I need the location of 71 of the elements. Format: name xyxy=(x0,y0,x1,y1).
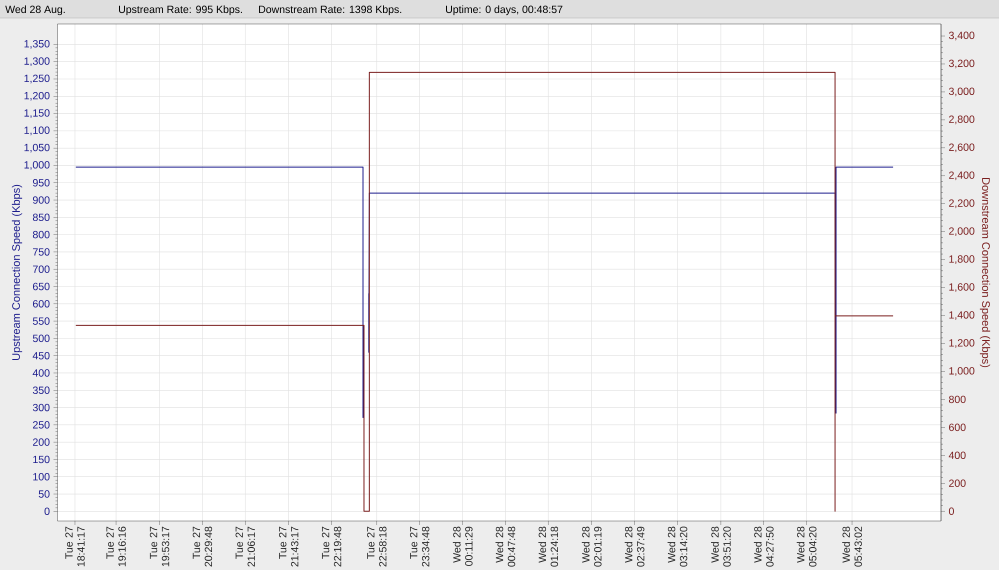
x-tick-label: Wed 28 03:51:20 xyxy=(711,526,731,567)
y-tick-label: 1,100 xyxy=(24,126,50,136)
x-tick-label: Wed 28 01:24:18 xyxy=(538,526,558,567)
y-tick-label: 800 xyxy=(32,230,50,238)
y-tick-label: 850 xyxy=(32,214,50,222)
x-tick-label: Wed 28 00:11:29 xyxy=(452,526,473,566)
y-tick-label: 1,200 xyxy=(24,92,50,101)
text: Uptime: 0 days, 00:48:57 xyxy=(446,5,562,16)
y-tick-label: 150 xyxy=(33,456,50,464)
y-tick-label: 0 xyxy=(44,508,50,516)
y-tick-label: 600 xyxy=(32,300,50,308)
x-tick-label: Tue 27 22:58:18 xyxy=(367,526,387,567)
y-tick-label: 300 xyxy=(32,404,50,412)
y2-tick-label: 3,000 xyxy=(948,88,974,96)
x-tick-label: Tue 27 23:34:48 xyxy=(410,526,430,567)
y-tick-label: 900 xyxy=(32,196,50,204)
y-tick-label: 100 xyxy=(33,473,50,480)
x-tick-label: Tue 27 20:29:48 xyxy=(192,526,212,567)
x-tick-label: Wed 28 05:04:20 xyxy=(796,526,816,567)
y2-tick-label: 0 xyxy=(948,508,954,515)
y2-tick-label: 1,000 xyxy=(949,367,974,376)
y-tick-label: 700 xyxy=(32,266,50,273)
y-tick-label: 1,150 xyxy=(24,109,50,118)
text: Downstream Rate: 1398 Kbps. xyxy=(259,5,402,16)
x-tick-label: Tue 27 18:41:17 xyxy=(65,526,85,566)
y2-axis-title: Downstream Connection Speed (Kbps) xyxy=(980,178,990,368)
y-tick-label: 750 xyxy=(32,248,50,256)
y-tick-label: 500 xyxy=(32,334,50,342)
y-tick-label: 1,300 xyxy=(24,57,50,66)
y-tick-label: 50 xyxy=(38,490,50,498)
y-tick-label: 250 xyxy=(32,421,50,429)
y-axis-title: Upstream Connection Speed (Kbps) xyxy=(12,184,22,360)
y-tick-label: 950 xyxy=(32,179,50,186)
y-tick-label: 200 xyxy=(32,438,50,446)
y2-tick-label: 600 xyxy=(949,424,966,432)
y-tick-label: 650 xyxy=(32,282,50,290)
y2-tick-label: 1,200 xyxy=(949,339,974,348)
x-tick-label: Wed 28 02:37:49 xyxy=(624,526,644,567)
x-tick-label: Tue 27 22:19:48 xyxy=(322,526,342,567)
y2-tick-label: 1,400 xyxy=(949,311,974,320)
y-tick-label: 1,000 xyxy=(24,161,50,170)
y2-tick-label: 200 xyxy=(949,480,966,487)
y2-tick-label: 2,800 xyxy=(949,116,974,124)
x-tick-label: Wed 28 02:01:19 xyxy=(582,526,602,567)
x-tick-label: Wed 28 05:43:02 xyxy=(842,526,862,567)
y2-tick-label: 800 xyxy=(948,396,966,404)
y-tick-label: 450 xyxy=(32,352,50,360)
y-tick-label: 1,050 xyxy=(24,144,50,152)
x-tick-label: Tue 27 19:16:16 xyxy=(106,526,126,566)
y2-tick-label: 2,200 xyxy=(949,199,974,208)
x-tick-label: Wed 28 00:47:48 xyxy=(496,526,516,567)
x-tick-label: Tue 27 21:06:17 xyxy=(236,526,255,567)
y-tick-label: 350 xyxy=(32,386,50,394)
y2-tick-label: 1,600 xyxy=(949,283,974,292)
x-tick-label: Tue 27 19:53:17 xyxy=(150,526,170,566)
x-tick-label: Tue 27 21:43:17 xyxy=(278,526,298,567)
chart-title: Wed 28 Aug. xyxy=(5,5,65,16)
y-tick-label: 1,250 xyxy=(24,74,50,84)
y2-tick-label: 3,200 xyxy=(948,60,974,68)
x-tick-label: Wed 28 04:27:50 xyxy=(754,526,774,567)
y2-tick-label: 2,000 xyxy=(949,227,974,236)
y-tick-label: 550 xyxy=(32,317,50,325)
y2-tick-label: 400 xyxy=(948,452,966,460)
y2-tick-label: 2,400 xyxy=(949,171,974,180)
y2-tick-label: 1,800 xyxy=(949,255,974,264)
y-tick-label: 1,350 xyxy=(24,40,50,49)
y-tick-label: 400 xyxy=(32,369,50,377)
text: Upstream Rate: 995 Kbps. xyxy=(119,5,242,16)
y2-tick-label: 3,400 xyxy=(948,32,974,40)
y2-tick-label: 2,600 xyxy=(949,143,974,152)
x-tick-label: Wed 28 03:14:20 xyxy=(668,526,688,567)
